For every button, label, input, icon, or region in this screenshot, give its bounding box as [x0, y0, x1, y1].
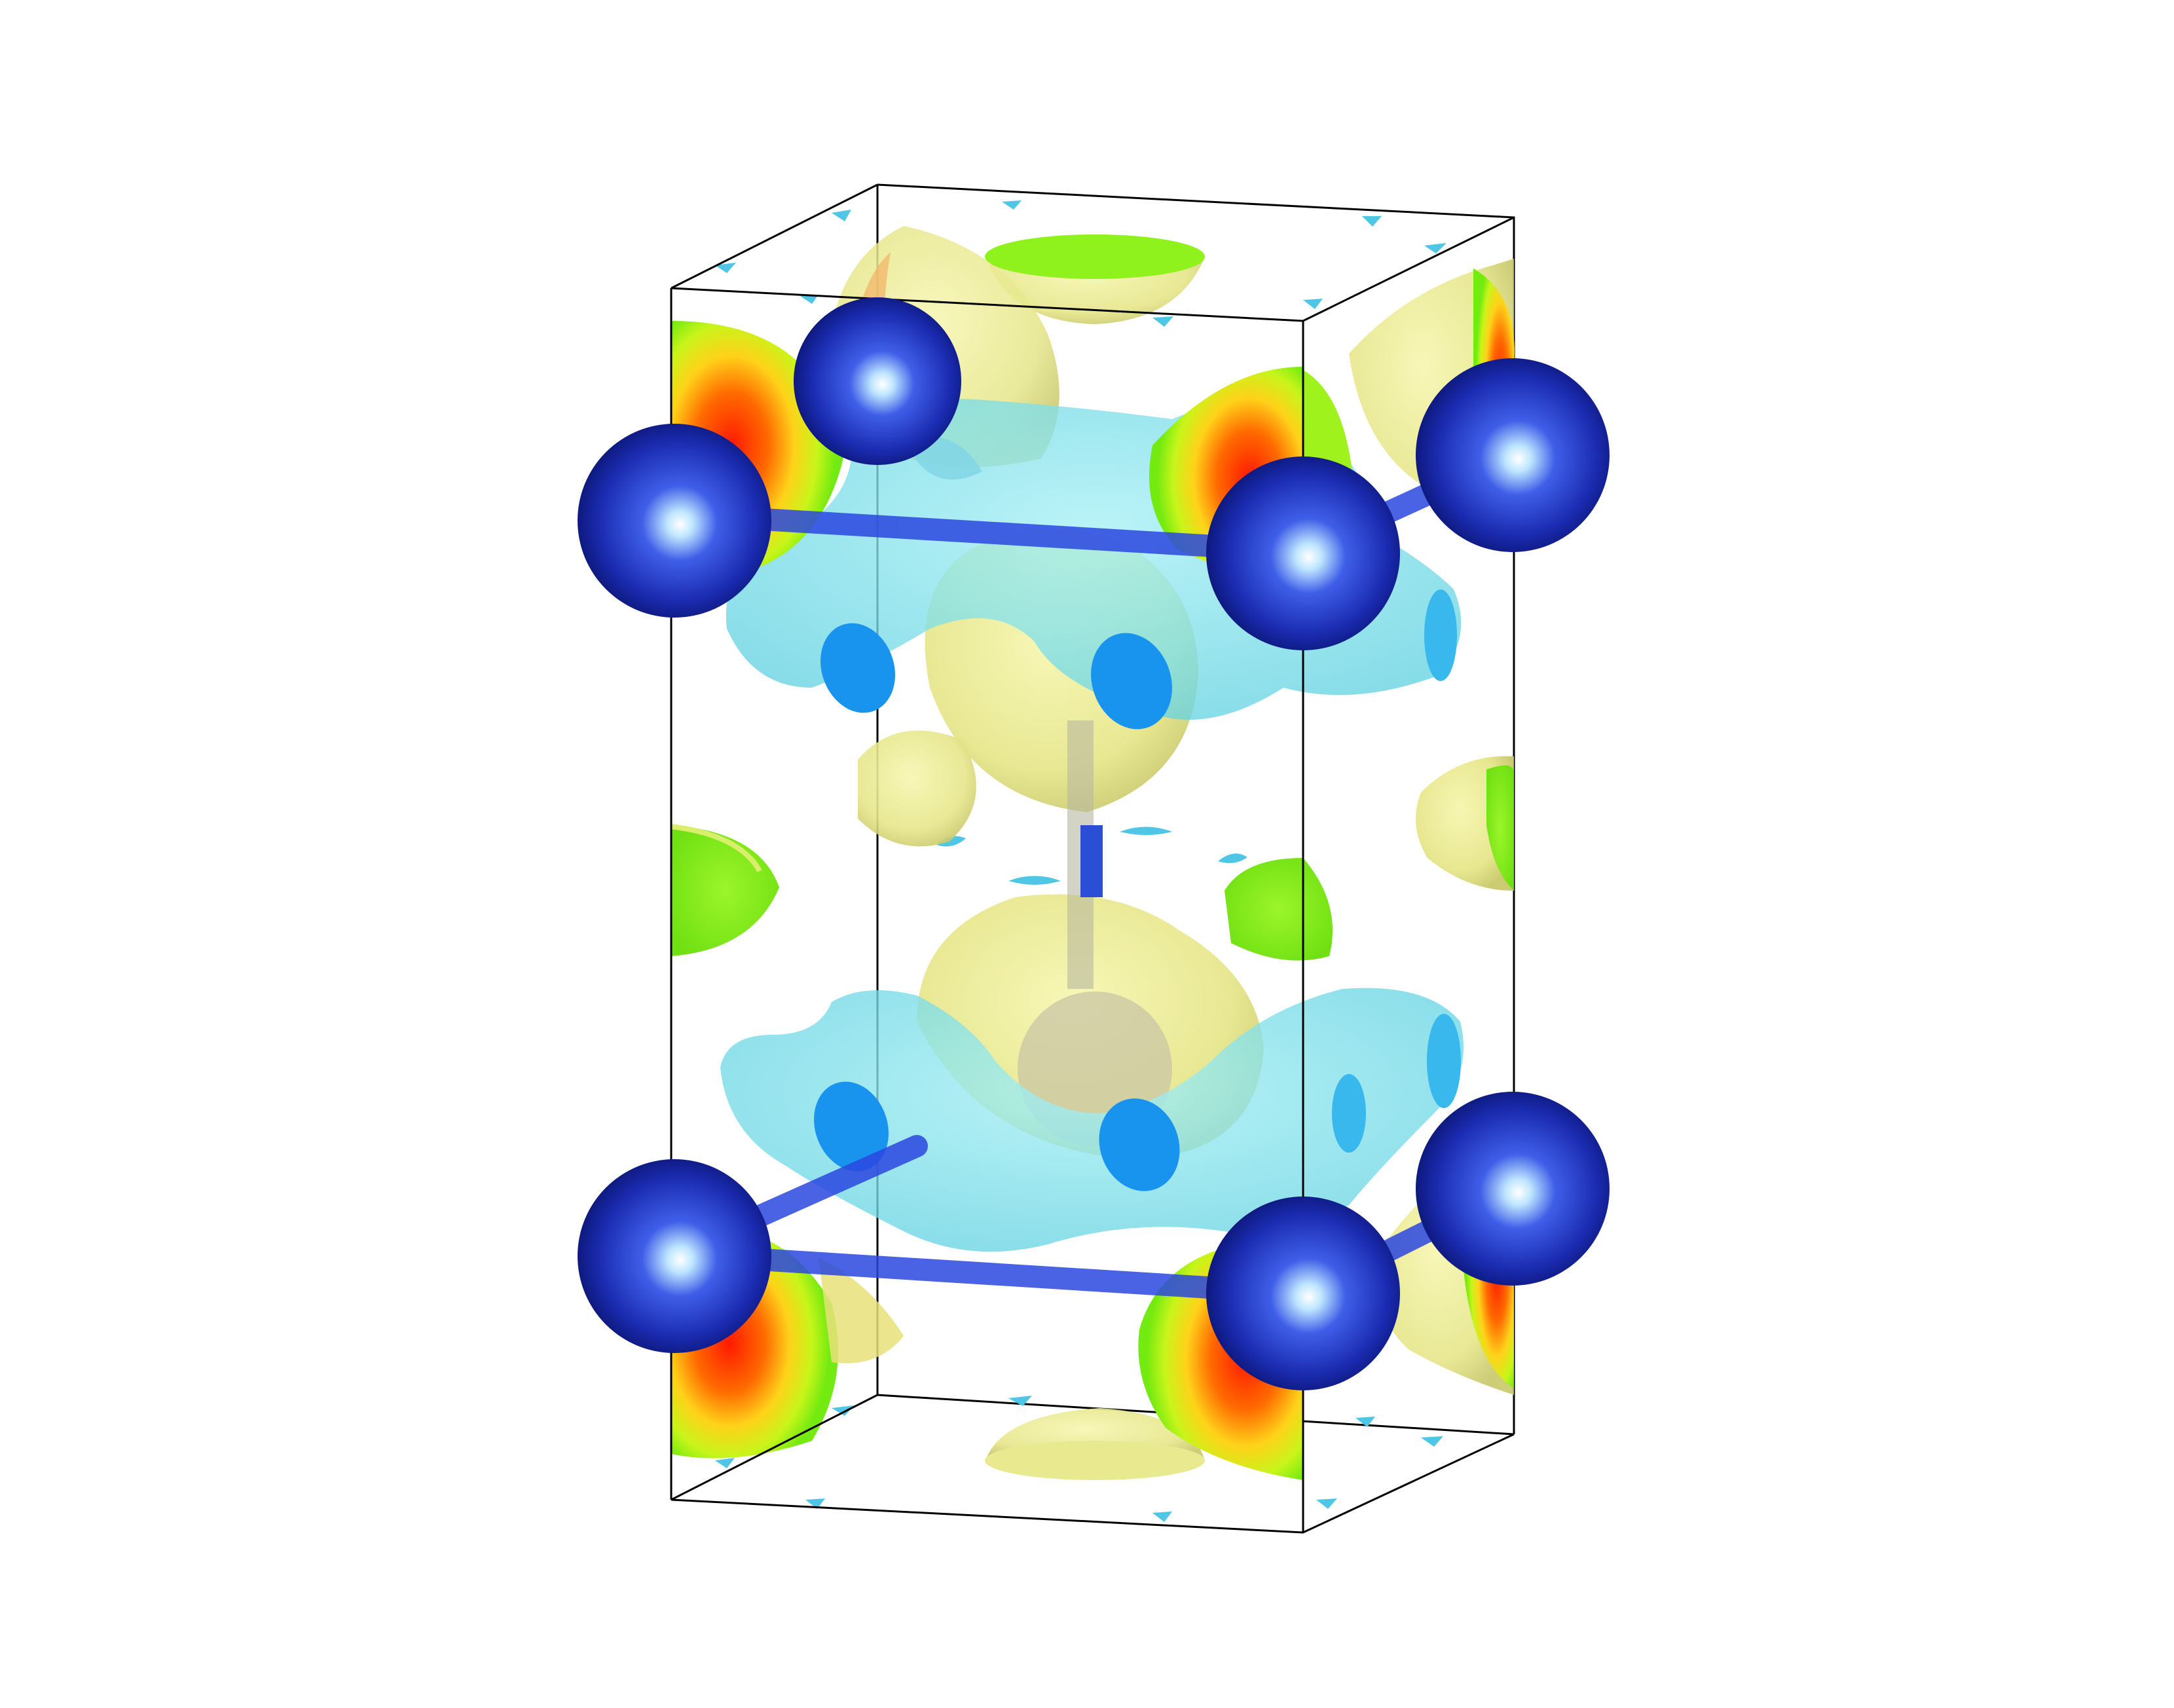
atom-top-back-right	[1416, 358, 1610, 552]
side-sections	[671, 730, 1514, 961]
atom-top-front-left	[578, 424, 771, 618]
central-bond	[1067, 720, 1103, 989]
atom-top-front-right	[1206, 456, 1400, 650]
atom-bottom-front-left	[578, 1159, 771, 1353]
atom-bottom-front-right	[1206, 1197, 1400, 1390]
atom-top-back-left	[794, 297, 961, 465]
accumulation-caps	[985, 234, 1205, 1480]
atoms	[578, 297, 1610, 1390]
lower-depletion-ring	[720, 988, 1464, 1252]
atom-bottom-back-right	[1416, 1092, 1610, 1286]
depletion-fragments	[715, 200, 1446, 1522]
